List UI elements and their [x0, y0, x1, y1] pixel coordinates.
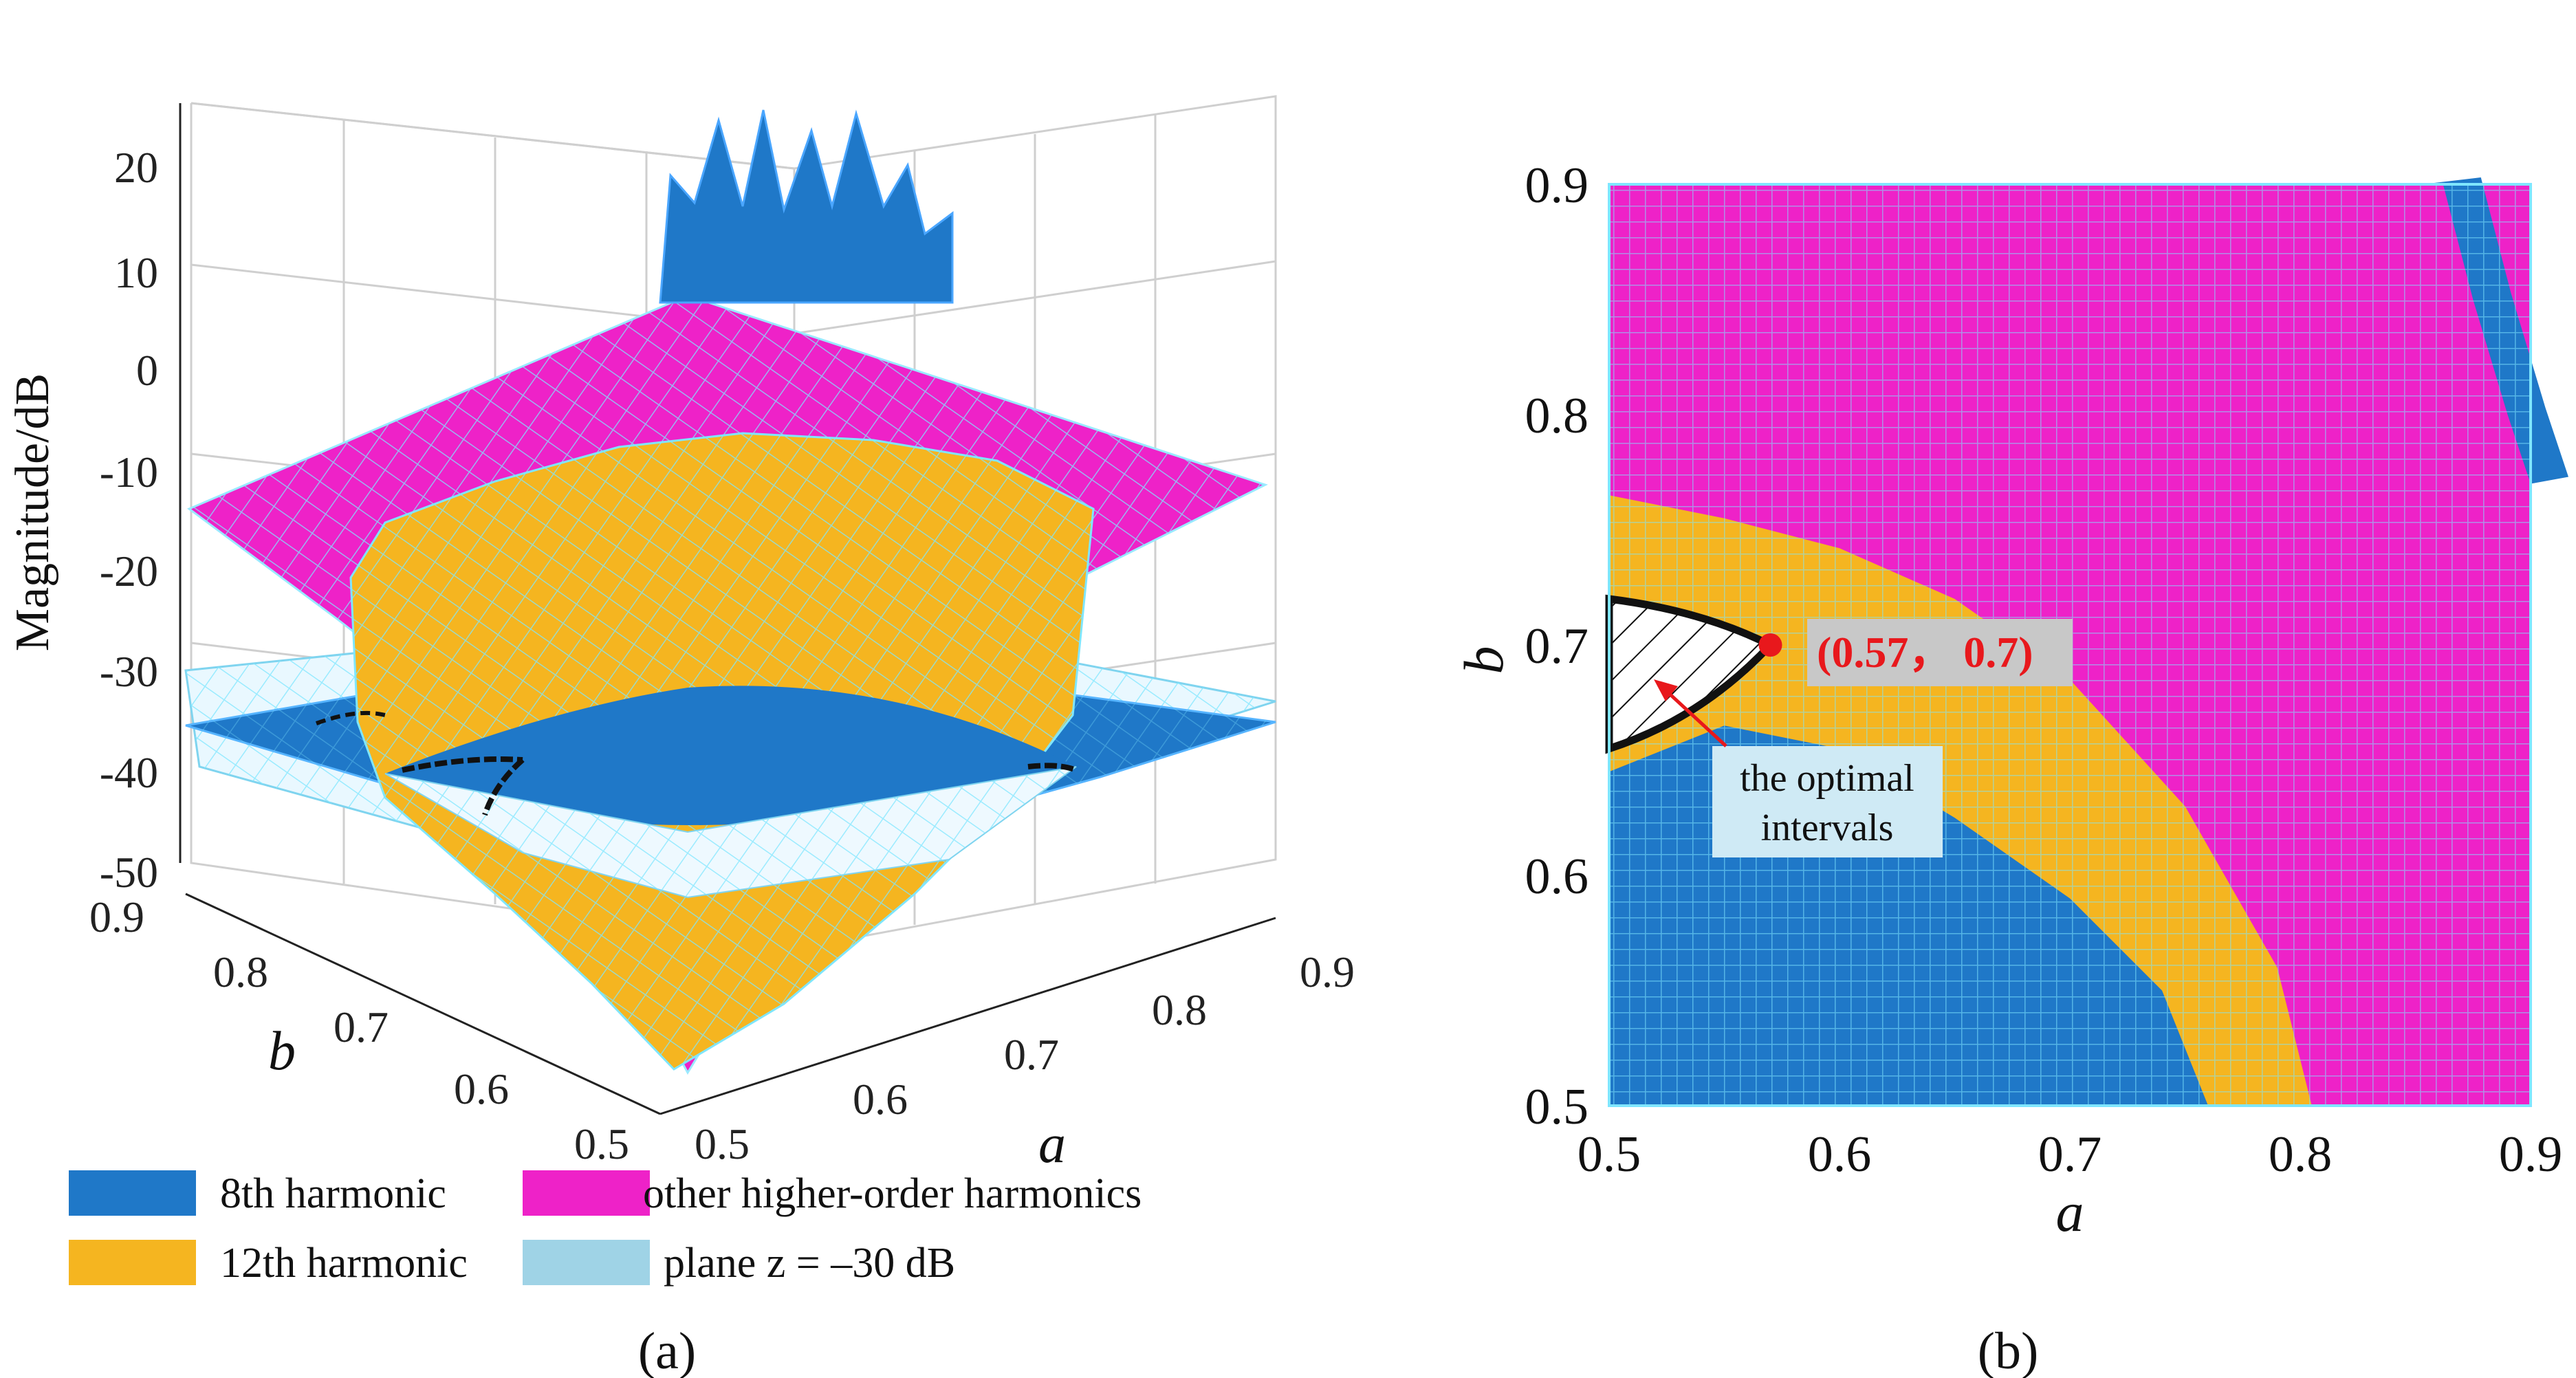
panel-b-xlabel: a — [2056, 1181, 2084, 1243]
panel-b-overlay — [1605, 594, 1782, 754]
legend-swatch-8th — [69, 1170, 196, 1216]
z-tick: 20 — [114, 143, 158, 192]
annotation-text-box — [1712, 746, 1943, 857]
legend-label-other: other higher-order harmonics — [643, 1170, 1142, 1217]
a-axis-label: a — [1038, 1114, 1066, 1174]
z-tick: -50 — [100, 848, 158, 897]
b-axis-label: b — [268, 1021, 296, 1082]
y-tick-label: 0.7 — [1525, 618, 1589, 675]
panel-a: 20 10 0 -10 -20 -30 -40 -50 Magnitude/dB… — [6, 95, 1355, 1378]
a-tick: 0.5 — [695, 1119, 750, 1168]
annotation-text-line: the optimal — [1740, 757, 1914, 800]
b-tick: 0.5 — [574, 1119, 629, 1168]
legend-swatch-12th — [69, 1240, 196, 1285]
annotation-arrow — [1661, 686, 1727, 747]
b-tick: 0.9 — [89, 893, 144, 941]
panel-b: 0.5 0.6 0.7 0.8 0.9 0.5 0.6 0.7 0.8 0.9 a b (0.57… — [1452, 157, 2568, 1378]
legend-swatch-other — [523, 1170, 650, 1216]
a-tick: 0.7 — [1004, 1030, 1059, 1079]
a-tick: 0.8 — [1152, 985, 1207, 1034]
z-tick: 10 — [114, 248, 158, 297]
x-tick-label: 0.8 — [2269, 1126, 2333, 1183]
x-tick-label: 0.9 — [2499, 1126, 2563, 1183]
z-tick: -20 — [100, 547, 158, 595]
legend-label-plane: plane z = –30 dB — [664, 1240, 955, 1287]
surface-8th-inner — [385, 686, 1076, 825]
z-tick: -30 — [100, 647, 158, 696]
y-tick-label: 0.9 — [1525, 157, 1589, 214]
a-tick: 0.6 — [853, 1075, 908, 1124]
boundary-curve-left — [402, 756, 525, 816]
z-tick: -10 — [100, 448, 158, 496]
b-tick: 0.8 — [213, 948, 268, 996]
a-tick: 0.9 — [1300, 948, 1355, 996]
b-tick: 0.6 — [454, 1064, 509, 1113]
panel-b-ylabel: b — [1452, 646, 1515, 675]
legend-label-8th: 8th harmonic — [220, 1170, 446, 1217]
annotation-point-label: (0.57， 0.7) — [1817, 628, 2033, 677]
b-axis: 0.9 0.8 0.7 0.6 0.5 — [89, 893, 629, 1168]
x-tick-label: 0.7 — [2038, 1126, 2102, 1183]
boundary-curve-mid — [315, 710, 386, 725]
surface-8th-peaks — [659, 109, 954, 304]
boundary-curve-right — [1027, 763, 1078, 773]
z-axis-label: Magnitude/dB — [6, 373, 59, 651]
panel-a-caption: (a) — [638, 1322, 696, 1378]
annotation-arrowhead — [1654, 679, 1678, 701]
z-tick: -40 — [100, 748, 158, 797]
annotation-text-line: intervals — [1761, 807, 1894, 849]
x-tick-label: 0.5 — [1578, 1126, 1641, 1183]
y-tick-label: 0.8 — [1525, 388, 1589, 444]
legend: 8th harmonic 12th harmonic other higher-… — [69, 1170, 1142, 1287]
panel-b-ticks: 0.5 0.6 0.7 0.8 0.9 0.5 0.6 0.7 0.8 0.9 — [1525, 157, 2563, 1183]
optimal-interval-hatch — [1609, 599, 1771, 749]
z-axis: 20 10 0 -10 -20 -30 -40 -50 — [100, 103, 182, 897]
panel-b-caption: (b) — [1978, 1322, 2039, 1378]
b-tick: 0.7 — [334, 1003, 389, 1051]
y-tick-label: 0.6 — [1525, 849, 1589, 905]
a-axis: 0.5 0.6 0.7 0.8 0.9 — [695, 948, 1355, 1168]
legend-swatch-plane — [523, 1240, 650, 1285]
y-tick-label: 0.5 — [1525, 1079, 1589, 1135]
annotation-point-marker — [1758, 633, 1782, 657]
legend-label-12th: 12th harmonic — [220, 1240, 468, 1287]
annotation-point-box — [1807, 619, 2073, 686]
x-tick-label: 0.6 — [1808, 1126, 1872, 1183]
panel-b-frame — [1608, 183, 2532, 1107]
z-tick: 0 — [136, 346, 158, 395]
